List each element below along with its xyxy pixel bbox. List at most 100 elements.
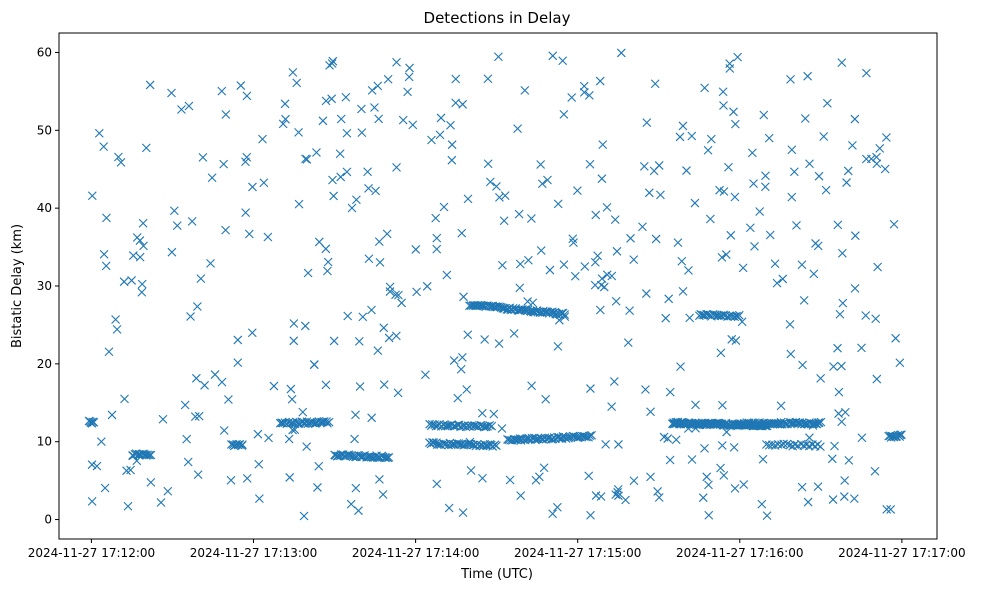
data-point-873	[750, 241, 759, 251]
data-point-647	[292, 78, 302, 88]
data-point-61	[322, 417, 331, 426]
data-point-744	[373, 81, 383, 91]
data-point-594	[163, 486, 173, 496]
data-point-710	[363, 167, 372, 177]
data-point-827	[138, 218, 148, 228]
data-point-930	[717, 441, 727, 450]
data-point-848	[427, 135, 436, 145]
data-point-813	[680, 418, 690, 428]
data-point-304	[587, 430, 596, 440]
data-point-551	[357, 128, 367, 138]
data-point-655	[167, 88, 176, 98]
data-point-581	[758, 454, 768, 464]
data-point-556	[379, 380, 389, 389]
data-point-754	[527, 381, 537, 391]
data-point-788	[378, 490, 388, 499]
data-point-579	[480, 335, 490, 344]
data-point-975	[638, 222, 647, 232]
data-point-850	[602, 202, 612, 212]
data-point-658	[614, 440, 623, 449]
data-point-963	[586, 384, 595, 393]
data-point-801	[597, 174, 607, 184]
data-point-902	[463, 330, 473, 340]
data-point-884	[844, 455, 854, 465]
data-point-783	[111, 315, 120, 324]
data-point-587	[299, 511, 309, 521]
data-point-984	[323, 257, 333, 267]
data-point-767	[678, 121, 688, 131]
data-point-737	[729, 107, 738, 117]
data-point-818	[524, 255, 533, 265]
data-point-789	[726, 230, 736, 240]
data-point-867	[347, 203, 357, 213]
data-point-541	[374, 114, 384, 124]
data-point-876	[650, 79, 660, 89]
data-point-706	[516, 491, 526, 501]
x-axis-label: Time (UTC)	[460, 567, 533, 582]
data-point-697	[397, 298, 406, 308]
y-tick-label-5: 50	[37, 123, 52, 137]
data-point-838	[719, 101, 728, 110]
data-point-959	[439, 202, 449, 212]
data-point-762	[609, 377, 619, 386]
data-point-741	[180, 400, 190, 410]
data-point-979	[770, 259, 780, 269]
data-point-914	[351, 410, 360, 420]
data-point-544	[412, 287, 421, 297]
data-point-808	[805, 433, 814, 443]
data-point-928	[850, 284, 860, 293]
data-point-900	[309, 360, 319, 370]
data-point-585	[687, 455, 697, 464]
data-point-553	[207, 173, 217, 183]
data-point-589	[691, 423, 700, 433]
data-point-779	[700, 83, 710, 93]
data-point-694	[607, 402, 617, 411]
data-point-759	[539, 463, 549, 473]
data-point-631	[664, 294, 674, 304]
data-point-815	[102, 213, 111, 223]
data-point-678	[601, 440, 611, 449]
data-point-839	[354, 506, 363, 516]
data-point-992	[355, 382, 365, 391]
data-point-977	[552, 502, 562, 512]
data-point-785	[687, 131, 697, 141]
data-point-836	[595, 305, 605, 315]
data-point-560	[616, 48, 626, 58]
data-point-497	[814, 418, 824, 428]
data-point-830	[871, 314, 881, 324]
data-point-652	[254, 494, 264, 504]
data-point-882	[731, 336, 741, 345]
data-point-828	[579, 81, 589, 91]
data-point-990	[391, 331, 401, 341]
data-point-628	[374, 237, 384, 246]
data-point-803	[821, 185, 831, 195]
data-point-878	[729, 442, 739, 452]
y-tick-label-0: 0	[44, 513, 52, 527]
data-point-872	[280, 99, 290, 109]
x-tick-label-0: 2024-11-27 17:12:00	[28, 546, 155, 560]
data-point-716	[321, 96, 331, 106]
data-point-616	[364, 254, 374, 264]
data-point-534	[850, 231, 860, 241]
data-point-212	[508, 303, 518, 313]
data-point-712	[393, 388, 403, 398]
data-point-679	[446, 120, 455, 130]
data-point-852	[545, 265, 555, 275]
data-point-756	[895, 358, 905, 368]
data-point-664	[586, 510, 595, 520]
data-point-864	[442, 270, 452, 280]
data-point-547	[343, 311, 353, 321]
data-point-498	[816, 417, 826, 427]
data-point-708	[459, 292, 468, 302]
data-point-946	[725, 64, 735, 73]
data-point-731	[584, 91, 594, 100]
data-point-908	[849, 494, 859, 504]
data-point-729	[346, 499, 356, 509]
data-point-672	[675, 132, 685, 142]
data-point-934	[206, 259, 215, 268]
data-point-923	[318, 116, 328, 126]
data-point-931	[590, 280, 600, 290]
data-point-993	[457, 352, 467, 362]
data-point-103	[384, 453, 394, 462]
data-point-949	[128, 251, 138, 260]
